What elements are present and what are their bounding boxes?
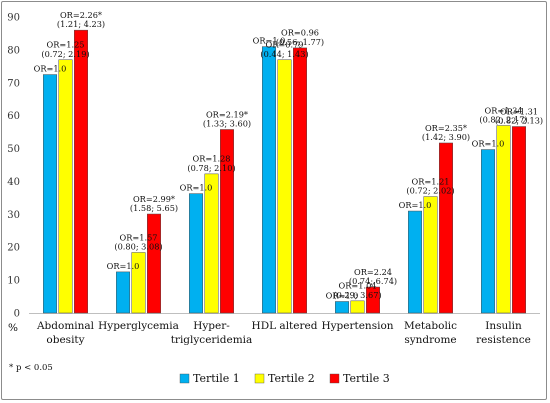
or-annotation: OR=1.21 (0.72; 2.02): [406, 176, 454, 195]
category-label: Insulin resistence: [476, 320, 531, 346]
footnote: * p < 0.05: [9, 363, 53, 373]
category-label: Metabolic syndrome: [404, 320, 457, 346]
or-annotation: OR=1.0: [399, 200, 432, 210]
or-annotation: OR=1.25 (0.72; 2.19): [41, 40, 89, 59]
or-annotation: OR=1.28 (0.78; 2.10): [187, 154, 235, 173]
legend: Tertile 1 Tertile 2 Tertile 3: [179, 372, 390, 385]
legend-swatch: [254, 373, 265, 384]
bar-tertile-3: [147, 213, 161, 314]
category-label: Hyperglycemia: [98, 320, 179, 332]
or-annotation: OR=0.96 (0.56; 1.77): [276, 28, 324, 47]
bar-tertile-2: [350, 300, 365, 314]
axes: 0 10 20 30 40 50 60 70 80 90: [7, 13, 540, 320]
or-annotation: OR=1.31 (0.82; 2.13): [495, 106, 543, 125]
bar-tertile-1: [335, 301, 349, 314]
y-tick-label: 70: [7, 78, 20, 89]
bar-tertile-3: [74, 29, 88, 314]
y-tick-label: 20: [7, 243, 20, 254]
bar-tertile-3: [366, 286, 380, 314]
legend-swatch: [179, 373, 190, 384]
bar-tertile-2: [423, 196, 438, 314]
legend-label: Tertile 1: [193, 372, 240, 385]
or-annotation: OR=2.99* (1.58; 5.65): [130, 194, 178, 213]
bar-tertile-2: [204, 173, 219, 314]
bar-tertile-3: [220, 129, 234, 314]
y-tick-label: 90: [7, 13, 20, 24]
y-tick-label: 60: [7, 111, 20, 122]
bar-tertile-3: [512, 126, 526, 314]
bar-tertile-1: [408, 210, 422, 314]
y-tick-label: 80: [7, 45, 20, 56]
bar-tertile-1: [481, 149, 495, 314]
legend-label: Tertile 2: [268, 372, 315, 385]
or-annotations: OR=1.0 OR=1.25 (0.72; 2.19) OR=2.26* (1.21; …: [34, 10, 543, 301]
y-tick-label: 10: [7, 276, 20, 287]
category-label: Hypertension: [321, 320, 393, 332]
y-tick-label: 50: [7, 144, 20, 155]
or-annotation: OR=2.19* (1.33; 3.60): [203, 109, 251, 128]
or-annotation: OR=2.24 (0.74; 6.74): [349, 267, 397, 286]
bar-tertile-2: [131, 252, 146, 314]
bar-tertile-1: [116, 271, 130, 314]
bar-tertile-1: [262, 46, 276, 314]
or-annotation: OR=1.0: [326, 290, 359, 300]
y-tick-label: 40: [7, 177, 20, 188]
bar-tertile-2: [496, 125, 511, 314]
or-annotation: OR=1.0: [253, 36, 286, 46]
or-annotation: OR=2.35* (1.42; 3.90): [422, 123, 470, 142]
or-annotation: OR=1.0: [34, 64, 67, 74]
category-label: Hyper-triglyceridemia: [171, 320, 253, 346]
or-annotation: OR=1.0: [180, 183, 213, 193]
bar-tertile-3: [293, 47, 307, 314]
bars: [43, 29, 526, 314]
legend-label: Tertile 3: [343, 372, 390, 385]
y-axis-label: %: [8, 322, 18, 334]
y-tick-label: 0: [14, 309, 20, 320]
or-annotation: OR=0.79 (0.44; 1.43): [260, 40, 308, 59]
bar-tertile-3: [439, 142, 453, 314]
or-annotation: OR=1.34 (0.82; 2.17): [479, 105, 527, 124]
or-annotation: OR=1.0: [107, 261, 140, 271]
or-annotation: OR=1.04 (0.29; 3.67): [333, 281, 381, 300]
category-label: Abdominal obesity: [36, 320, 95, 346]
or-annotation: OR=1.0: [472, 139, 505, 149]
bar-tertile-1: [189, 193, 203, 314]
or-annotation: OR=2.26* (1.21; 4.23): [57, 10, 105, 29]
or-annotation: OR=1.57 (0.80; 3.08): [114, 232, 162, 251]
bar-tertile-1: [43, 74, 57, 314]
bar-tertile-2: [277, 59, 292, 314]
legend-swatch: [329, 373, 340, 384]
bar-tertile-2: [58, 59, 73, 314]
category-label: HDL altered: [252, 320, 318, 332]
y-tick-label: 30: [7, 210, 20, 221]
